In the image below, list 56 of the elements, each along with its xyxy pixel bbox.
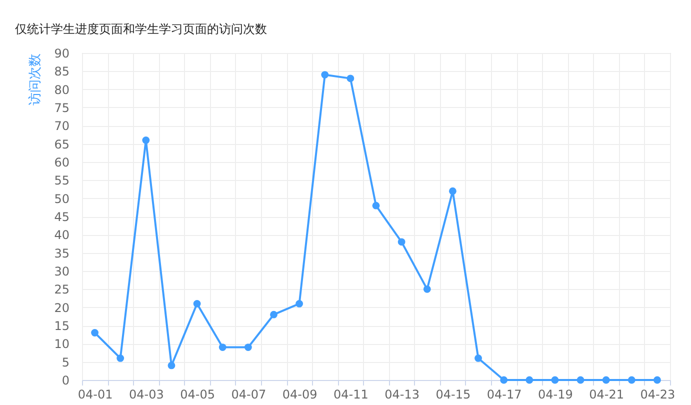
- point: [321, 71, 329, 78]
- y-tick-label: 30: [54, 264, 70, 278]
- point: [270, 310, 278, 318]
- x-tick-label: 04-09: [282, 388, 318, 402]
- point: [193, 300, 201, 308]
- point: [628, 376, 636, 384]
- x-tick-label: 04-17: [486, 388, 522, 402]
- y-tick-label: 65: [54, 137, 70, 152]
- x-tick-label: 04-01: [78, 388, 113, 402]
- point: [526, 376, 534, 384]
- point: [423, 285, 431, 293]
- x-tick-label: 04-23: [640, 388, 676, 402]
- point: [168, 362, 176, 370]
- y-tick-label: 5: [62, 355, 70, 370]
- point: [500, 376, 508, 384]
- y-tick-label: 15: [54, 319, 70, 333]
- x-tick-label: 04-07: [231, 388, 266, 402]
- x-tick-label: 04-05: [180, 388, 215, 402]
- y-tick-label: 35: [54, 246, 70, 260]
- point: [346, 74, 354, 82]
- y-tick-label: 85: [54, 64, 70, 79]
- point: [372, 202, 380, 210]
- point: [551, 376, 559, 384]
- y-tick-label: 10: [54, 337, 70, 352]
- point: [448, 187, 456, 195]
- y-axis-title: 访问次数: [27, 54, 44, 106]
- y-tick-label: 70: [54, 119, 70, 134]
- y-tick-label: 40: [54, 228, 70, 242]
- y-tick-label: 60: [54, 156, 70, 170]
- point: [398, 238, 406, 246]
- point: [654, 376, 661, 384]
- point: [576, 376, 584, 384]
- x-tick-label: 04-15: [436, 388, 471, 402]
- y-tick-label: 45: [54, 210, 70, 224]
- y-tick-label: 0: [62, 374, 70, 388]
- chart-title: 仅统计学生进度页面和学生学习页面的访问次数: [15, 22, 267, 36]
- point: [296, 300, 304, 308]
- point: [244, 344, 252, 351]
- y-tick-label: 80: [54, 82, 70, 97]
- point: [218, 344, 226, 351]
- y-tick-label: 20: [54, 300, 70, 315]
- y-tick-label: 50: [54, 192, 70, 206]
- point: [116, 354, 124, 362]
- x-tick-label: 04-19: [538, 388, 573, 402]
- x-tick-label: 04-03: [128, 388, 164, 402]
- point: [91, 329, 98, 336]
- point: [142, 136, 150, 144]
- point: [474, 354, 482, 362]
- x-tick-label: 04-11: [333, 388, 368, 402]
- y-tick-label: 75: [54, 101, 70, 115]
- x-tick-label: 04-13: [384, 388, 420, 402]
- y-tick-label: 90: [54, 46, 70, 60]
- y-tick-label: 55: [54, 174, 70, 188]
- x-tick-label: 04-21: [589, 388, 624, 402]
- point: [602, 376, 610, 384]
- y-tick-label: 25: [54, 282, 70, 297]
